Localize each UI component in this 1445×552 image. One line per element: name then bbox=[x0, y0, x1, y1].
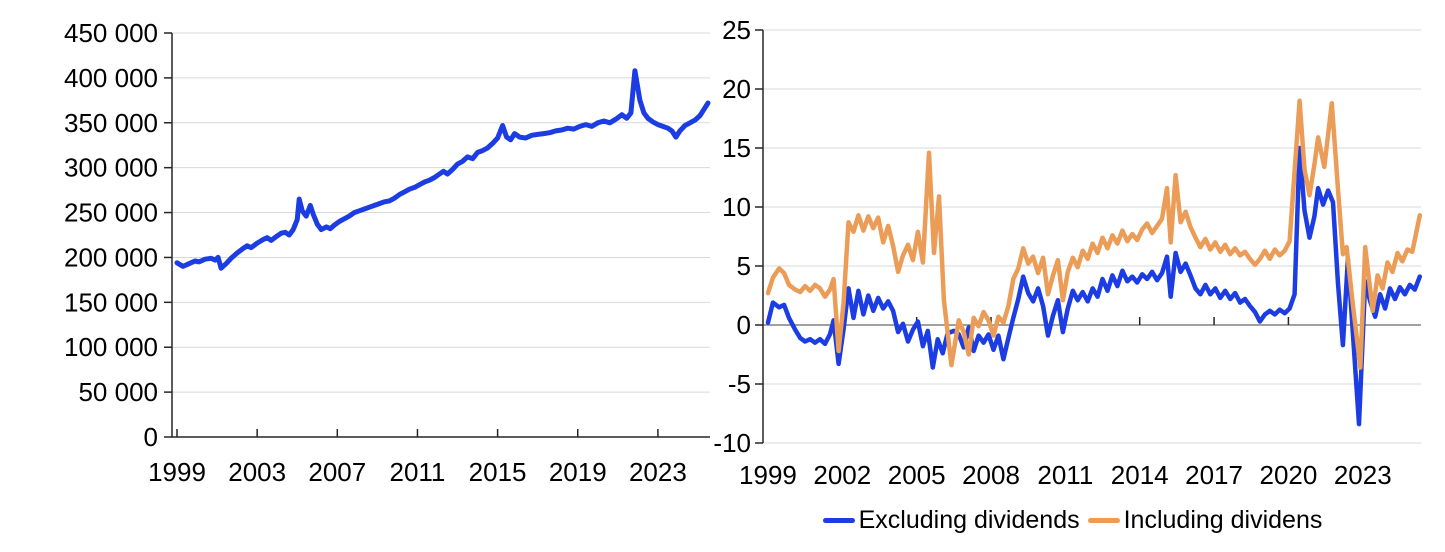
y-tick-label: 10 bbox=[722, 192, 751, 222]
x-tick-label: 2015 bbox=[469, 457, 527, 487]
x-tick-label: 2007 bbox=[308, 457, 366, 487]
x-tick-label: 2023 bbox=[1334, 460, 1392, 490]
x-tick-label: 2017 bbox=[1185, 460, 1243, 490]
legend-item-including-dividends: Including dividens bbox=[1087, 505, 1323, 535]
legend-item-excluding-dividends: Excluding dividends bbox=[822, 505, 1080, 535]
y-tick-label: 350 000 bbox=[64, 108, 158, 138]
x-tick-label: 2020 bbox=[1259, 460, 1317, 490]
y-tick-label: 0 bbox=[144, 422, 158, 452]
x-tick-label: 1999 bbox=[739, 460, 797, 490]
series-line-0 bbox=[174, 68, 711, 271]
x-tick-label: 2005 bbox=[888, 460, 946, 490]
series-line-including-dividens bbox=[765, 98, 1423, 370]
y-tick-label: 15 bbox=[722, 133, 751, 163]
y-tick-label: 20 bbox=[722, 74, 751, 104]
legend-swatch-blue-line bbox=[822, 517, 855, 523]
y-tick-label: -10 bbox=[713, 428, 751, 458]
y-tick-label: 50 000 bbox=[78, 377, 158, 407]
x-tick-label: 2019 bbox=[549, 457, 607, 487]
x-tick-label: 2011 bbox=[1037, 460, 1093, 490]
y-tick-label: 150 000 bbox=[64, 287, 158, 317]
legend: Excluding dividends Including dividens bbox=[700, 502, 1445, 538]
legend-label: Including dividens bbox=[1123, 505, 1323, 534]
x-tick-label: 2011 bbox=[389, 457, 445, 487]
x-tick-label: 2003 bbox=[228, 457, 286, 487]
y-tick-label: 0 bbox=[737, 310, 751, 340]
x-tick-label: 1999 bbox=[148, 457, 206, 487]
series-line-excluding-dividends bbox=[765, 145, 1423, 427]
x-tick-label: 2014 bbox=[1111, 460, 1169, 490]
y-tick-label: -5 bbox=[728, 369, 751, 399]
x-tick-label: 2023 bbox=[629, 457, 687, 487]
x-tick-label: 2002 bbox=[813, 460, 871, 490]
y-tick-label: 200 000 bbox=[64, 242, 158, 272]
y-tick-label: 250 000 bbox=[64, 198, 158, 228]
y-tick-label: 100 000 bbox=[64, 332, 158, 362]
y-tick-label: 5 bbox=[737, 251, 751, 281]
y-tick-label: 25 bbox=[722, 15, 751, 45]
y-tick-label: 400 000 bbox=[64, 63, 158, 93]
legend-label: Excluding dividends bbox=[858, 505, 1080, 534]
y-tick-label: 300 000 bbox=[64, 153, 158, 183]
legend-swatch-orange-line bbox=[1087, 517, 1120, 523]
x-tick-label: 2008 bbox=[962, 460, 1020, 490]
y-tick-label: 450 000 bbox=[64, 18, 158, 48]
